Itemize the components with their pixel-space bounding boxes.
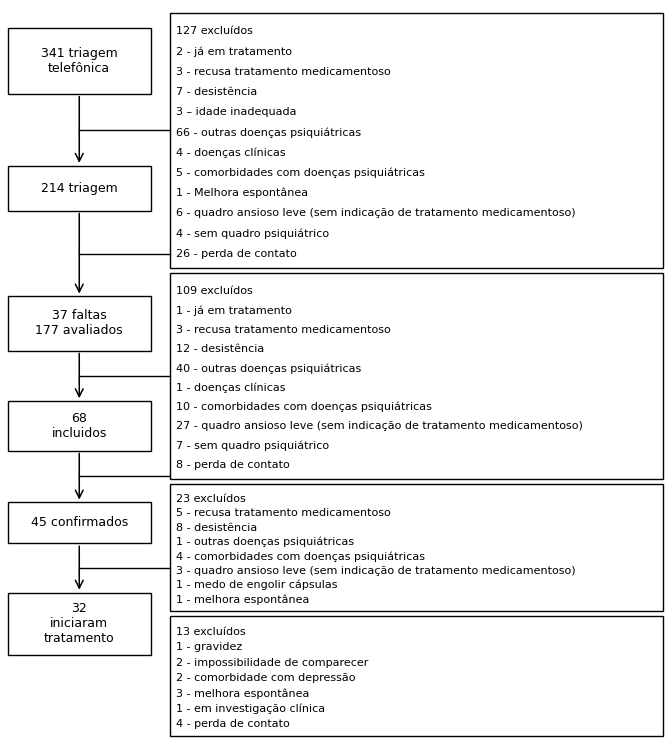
- Text: 3 - quadro ansioso leve (sem indicação de tratamento medicamentoso): 3 - quadro ansioso leve (sem indicação d…: [176, 565, 576, 576]
- Text: 1 - medo de engolir cápsulas: 1 - medo de engolir cápsulas: [176, 580, 338, 590]
- Text: 2 - já em tratamento: 2 - já em tratamento: [176, 46, 292, 57]
- Bar: [8, 401, 151, 451]
- Text: 23 excluídos: 23 excluídos: [176, 494, 246, 504]
- Text: 68
incluidos: 68 incluidos: [51, 412, 107, 440]
- Text: 2 - impossibilidade de comparecer: 2 - impossibilidade de comparecer: [176, 657, 369, 668]
- Text: 3 - recusa tratamento medicamentoso: 3 - recusa tratamento medicamentoso: [176, 66, 391, 77]
- Text: 66 - outras doenças psiquiátricas: 66 - outras doenças psiquiátricas: [176, 128, 362, 138]
- Text: 1 - gravidez: 1 - gravidez: [176, 642, 242, 652]
- Text: 109 excluídos: 109 excluídos: [176, 286, 253, 296]
- Text: 4 - comorbidades com doenças psiquiátricas: 4 - comorbidades com doenças psiquiátric…: [176, 551, 426, 562]
- Text: 1 - melhora espontânea: 1 - melhora espontânea: [176, 595, 310, 605]
- Bar: [170, 616, 663, 736]
- Text: 3 - recusa tratamento medicamentoso: 3 - recusa tratamento medicamentoso: [176, 325, 391, 335]
- Text: 8 - perda de contato: 8 - perda de contato: [176, 460, 290, 470]
- Text: 1 - doenças clínicas: 1 - doenças clínicas: [176, 383, 286, 393]
- Text: 5 - recusa tratamento medicamentoso: 5 - recusa tratamento medicamentoso: [176, 508, 391, 518]
- Text: 341 triagem
telefônica: 341 triagem telefônica: [41, 47, 118, 75]
- Text: 26 - perda de contato: 26 - perda de contato: [176, 249, 297, 259]
- Text: 3 - melhora espontânea: 3 - melhora espontânea: [176, 689, 310, 699]
- Text: 37 faltas
177 avaliados: 37 faltas 177 avaliados: [35, 310, 123, 337]
- Text: 7 - sem quadro psiquiátrico: 7 - sem quadro psiquiátrico: [176, 440, 330, 451]
- Text: 12 - desistência: 12 - desistência: [176, 344, 265, 354]
- Bar: [8, 592, 151, 655]
- Bar: [8, 28, 151, 94]
- Text: 1 - já em tratamento: 1 - já em tratamento: [176, 305, 292, 316]
- Text: 127 excluídos: 127 excluídos: [176, 26, 253, 37]
- Text: 8 - desistência: 8 - desistência: [176, 523, 258, 533]
- Text: 214 triagem: 214 triagem: [41, 181, 118, 195]
- Text: 32
iniciaram
tratamento: 32 iniciaram tratamento: [44, 602, 115, 645]
- Text: 4 - doenças clínicas: 4 - doenças clínicas: [176, 148, 286, 158]
- Bar: [170, 13, 663, 268]
- Bar: [8, 502, 151, 543]
- Text: 5 - comorbidades com doenças psiquiátricas: 5 - comorbidades com doenças psiquiátric…: [176, 168, 426, 178]
- Text: 1 - Melhora espontânea: 1 - Melhora espontânea: [176, 188, 308, 198]
- Text: 4 - perda de contato: 4 - perda de contato: [176, 719, 290, 730]
- Text: 6 - quadro ansioso leve (sem indicação de tratamento medicamentoso): 6 - quadro ansioso leve (sem indicação d…: [176, 208, 576, 219]
- Bar: [170, 484, 663, 611]
- Bar: [170, 273, 663, 479]
- Text: 27 - quadro ansioso leve (sem indicação de tratamento medicamentoso): 27 - quadro ansioso leve (sem indicação …: [176, 421, 583, 431]
- Bar: [8, 296, 151, 351]
- Text: 13 excluídos: 13 excluídos: [176, 627, 246, 636]
- Bar: [8, 166, 151, 210]
- Text: 40 - outras doenças psiquiátricas: 40 - outras doenças psiquiátricas: [176, 363, 362, 374]
- Text: 7 - desistência: 7 - desistência: [176, 87, 258, 97]
- Text: 2 - comorbidade com depressão: 2 - comorbidade com depressão: [176, 673, 356, 683]
- Text: 10 - comorbidades com doenças psiquiátricas: 10 - comorbidades com doenças psiquiátri…: [176, 401, 432, 413]
- Text: 1 - em investigação clínica: 1 - em investigação clínica: [176, 703, 326, 714]
- Text: 45 confirmados: 45 confirmados: [31, 516, 128, 530]
- Text: 1 - outras doenças psiquiátricas: 1 - outras doenças psiquiátricas: [176, 537, 354, 548]
- Text: 4 - sem quadro psiquiátrico: 4 - sem quadro psiquiátrico: [176, 228, 330, 239]
- Text: 3 – idade inadequada: 3 – idade inadequada: [176, 107, 297, 117]
